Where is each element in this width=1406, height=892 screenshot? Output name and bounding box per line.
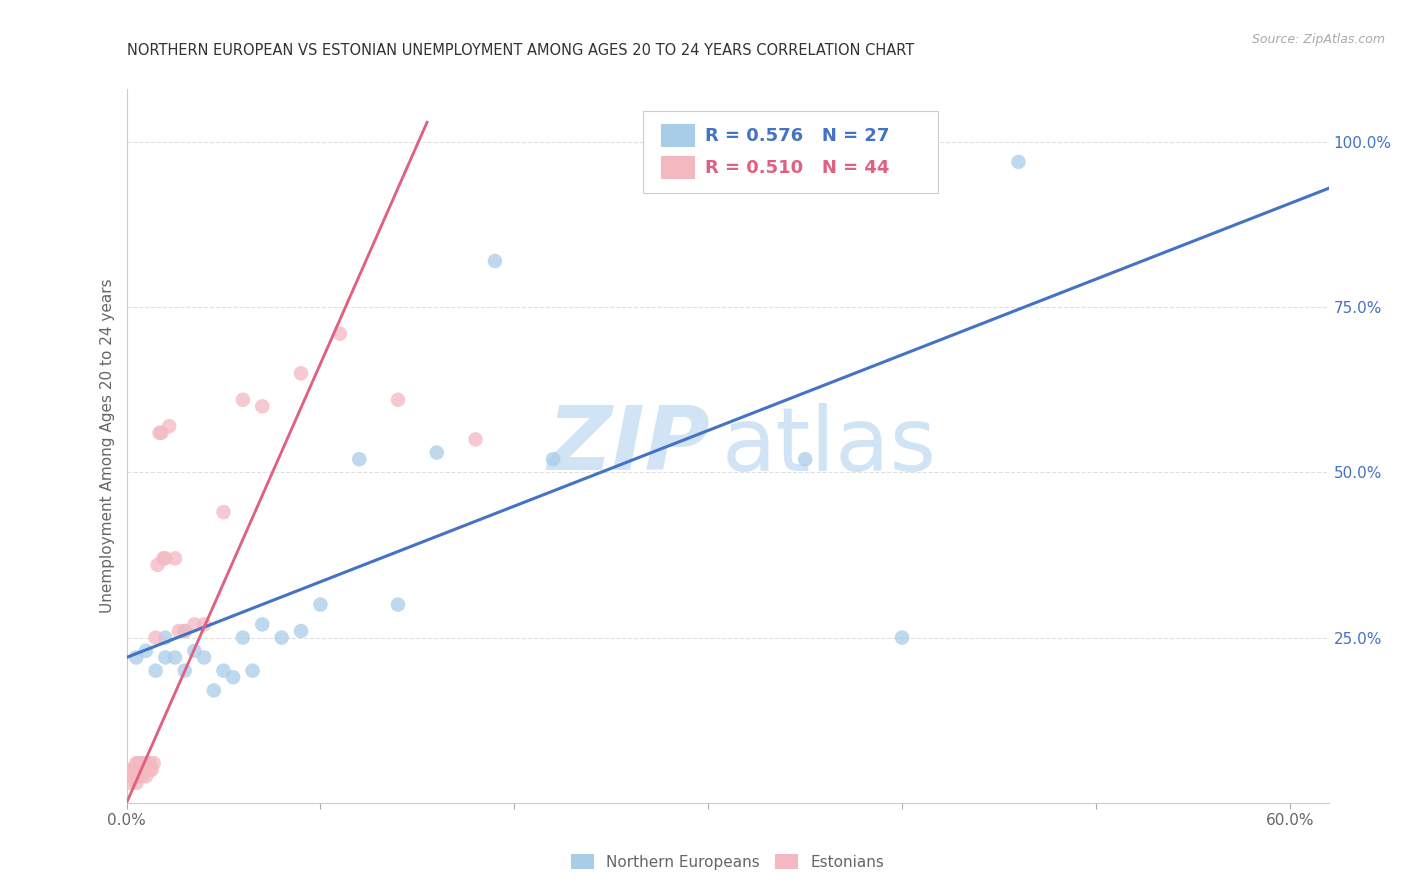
Point [120,776,142,790]
Point [148,425,170,440]
Point [290,624,312,638]
Point [124,763,146,777]
Point [173,624,195,638]
Text: R = 0.576   N = 27: R = 0.576 N = 27 [704,127,889,145]
Point [232,631,254,645]
Point [202,683,225,698]
Point [387,392,409,407]
Point [290,367,312,381]
Point [129,756,152,771]
FancyBboxPatch shape [661,124,695,147]
Point [135,644,157,658]
Point [270,631,292,645]
Point [212,664,235,678]
Point [131,769,153,783]
Point [132,756,155,771]
Point [222,670,245,684]
Point [167,624,190,638]
Point [127,763,149,777]
Point [155,650,177,665]
Point [232,392,254,407]
Point [173,664,195,678]
Point [131,763,153,777]
Point [145,631,167,645]
Point [125,650,148,665]
Point [163,650,186,665]
Point [142,756,165,771]
Point [212,505,235,519]
Point [121,763,143,777]
Point [484,254,506,268]
Point [145,664,167,678]
Point [135,769,157,783]
Point [139,756,162,771]
Point [155,631,177,645]
Point [150,425,173,440]
Point [252,617,274,632]
Point [125,769,148,783]
Text: R = 0.510   N = 44: R = 0.510 N = 44 [704,159,889,177]
Point [329,326,352,341]
Point [124,769,146,783]
Point [129,763,152,777]
Point [146,558,169,572]
Point [193,617,215,632]
Point [141,763,163,777]
Text: Source: ZipAtlas.com: Source: ZipAtlas.com [1251,33,1385,46]
Point [136,756,159,771]
Point [426,445,449,459]
Point [120,763,142,777]
Point [1007,154,1029,169]
Legend: Northern Europeans, Estonians: Northern Europeans, Estonians [564,846,891,877]
Point [152,551,174,566]
Text: NORTHERN EUROPEAN VS ESTONIAN UNEMPLOYMENT AMONG AGES 20 TO 24 YEARS CORRELATION: NORTHERN EUROPEAN VS ESTONIAN UNEMPLOYME… [127,43,914,58]
Point [183,644,205,658]
Point [309,598,332,612]
Point [891,631,914,645]
Point [193,650,215,665]
Point [794,452,817,467]
FancyBboxPatch shape [644,111,938,193]
Point [464,433,486,447]
Point [183,617,205,632]
Point [125,756,148,771]
Point [163,551,186,566]
Text: ZIP: ZIP [547,402,710,490]
Point [125,776,148,790]
Point [139,763,162,777]
Point [387,598,409,612]
Point [157,419,180,434]
Point [252,400,274,414]
Point [242,664,264,678]
FancyBboxPatch shape [661,156,695,179]
Point [173,624,195,638]
Point [127,756,149,771]
Point [121,769,143,783]
Point [155,551,177,566]
Point [135,756,157,771]
Text: atlas: atlas [721,402,936,490]
Point [135,763,157,777]
Point [541,452,564,467]
Y-axis label: Unemployment Among Ages 20 to 24 years: Unemployment Among Ages 20 to 24 years [100,278,115,614]
Point [347,452,370,467]
Point [132,763,155,777]
